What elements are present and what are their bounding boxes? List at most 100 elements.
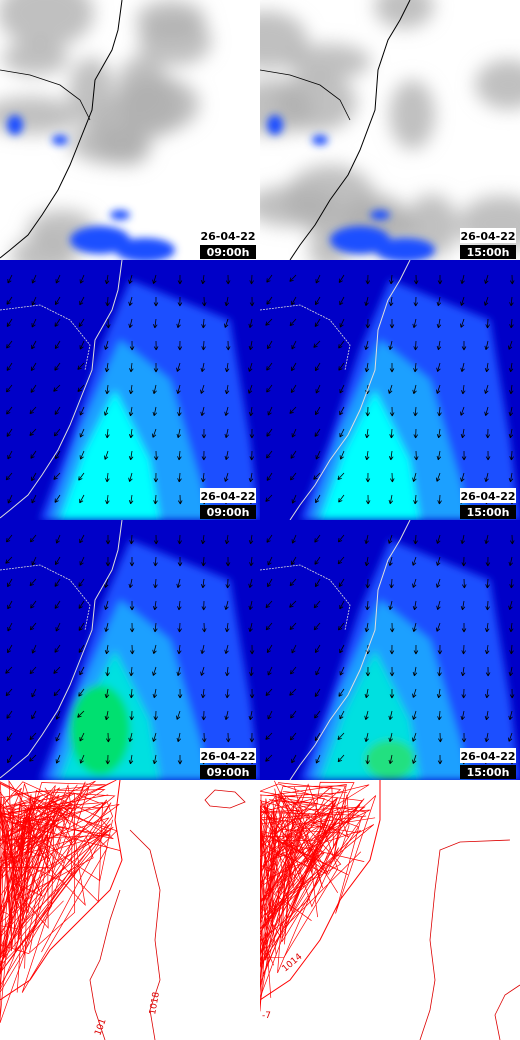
wind-arrow [484,472,489,482]
cloud [114,76,200,133]
wind-arrow [460,296,465,306]
cloud [260,11,308,70]
wind-arrow [412,600,418,611]
wind-arrow [485,556,491,567]
wind-arrow [104,710,110,721]
wind-arrow [225,578,230,589]
wind-arrow [365,318,371,329]
isobar [260,784,350,929]
wind-arrow [289,732,297,741]
wind-arrow [128,406,134,417]
wind-arrow [105,666,110,677]
wind-arrow [364,296,369,307]
wind-arrow [412,384,417,394]
isobar [260,784,370,893]
wind-arrow [484,732,490,743]
wind-arrow [249,296,255,307]
wind-arrow [31,494,37,504]
wind-arrow [129,666,134,677]
time-box [460,505,516,519]
wind-arrow [267,406,273,416]
wind-arrow [365,406,370,417]
isobar [260,782,342,933]
wind-arrow [364,710,369,720]
wind-arrow [338,688,345,697]
wind-arrow [412,754,417,764]
isobar [0,791,54,916]
wind-arrow [388,732,393,743]
wind-arrow [201,450,207,461]
wind-arrow [315,384,321,394]
wind-arrow [200,384,205,394]
wind-arrow [153,556,158,567]
wind-arrow [200,644,205,655]
wind-arrow [339,428,345,438]
wind-arrow [54,318,61,327]
isobar [0,783,108,993]
wind-arrow [412,472,417,482]
precip-area [70,226,130,254]
wind-arrow [54,362,61,371]
wind-arrow [78,600,85,609]
time-box [200,505,256,519]
wind-arrow [388,384,393,394]
wind-arrow [29,578,37,587]
precip-area [115,238,175,260]
wind-arrow [7,754,13,764]
wind-arrow [105,296,110,307]
wind-arrow [247,384,253,394]
wind-arrow [485,578,490,589]
wind-arrow [389,428,394,439]
wind-arrow [460,534,465,545]
wind-arrow [413,644,419,655]
wind-arrow [265,622,273,631]
wind-arrow [484,644,490,655]
wind-arrow [364,556,370,567]
date-box [460,228,516,243]
wind-arrow [151,428,157,438]
wind-arrow [54,296,61,306]
wind-arrow [388,534,393,544]
wind-arrow [266,534,273,543]
wind-arrow [7,622,13,632]
wind-arrow [389,406,395,417]
wind-arrow [249,556,254,567]
wind-arrow [79,732,85,742]
wind-zone [60,390,160,520]
date-box [200,228,256,243]
wind-arrow [459,318,465,328]
wind-arrow [129,600,135,611]
wind-arrow [7,494,13,504]
wind-arrow [201,688,206,699]
wind-arrow [509,688,515,699]
wind-arrow [129,556,135,567]
wind-arrow [177,534,182,545]
wind-arrow [79,406,85,416]
wind-arrow [460,362,465,372]
wind-arrow [30,600,37,609]
wind-arrow [225,556,231,567]
isobar [260,798,339,904]
wind-arrow [78,644,85,653]
wind-arrow [339,710,345,720]
wind-arrow [200,666,205,676]
wind-arrow [128,754,134,765]
wind-arrow [389,622,395,633]
wind-arrow [436,578,441,588]
wind-arrow [152,732,157,742]
wind-arrow [338,578,345,587]
time-label: 15:00h [467,766,510,779]
isobar [0,785,112,955]
wind-arrow [200,274,206,285]
wind-arrow [484,362,490,373]
wind-zone [70,685,130,775]
wind-arrow [202,622,207,633]
wind-arrow [129,340,135,351]
wind-arrow [128,472,133,482]
wind-arrow [200,362,206,373]
wind-arrow [225,340,231,351]
wind-arrow [265,688,273,697]
wind-arrow [414,450,419,461]
wind-arrow [248,578,253,588]
